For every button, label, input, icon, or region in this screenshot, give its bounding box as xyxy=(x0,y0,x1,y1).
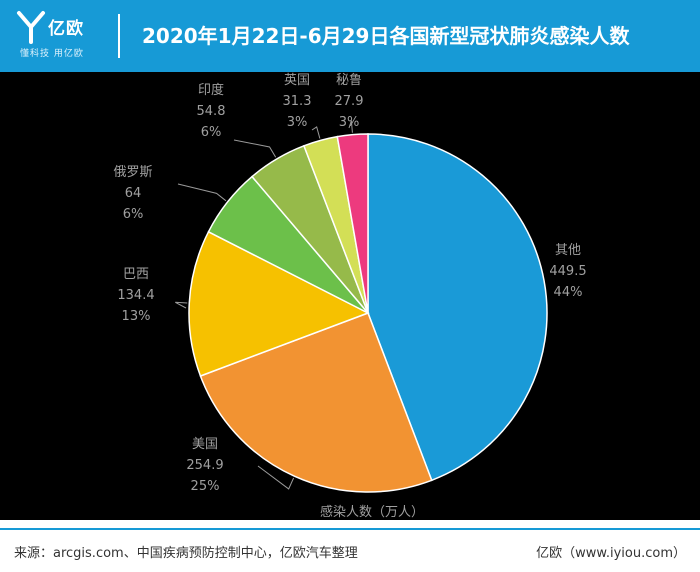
slice-percent-5: 3% xyxy=(287,115,308,130)
slice-value-2: 134.4 xyxy=(117,288,154,303)
leader-line-5 xyxy=(311,126,321,139)
slice-label-3: 俄罗斯 xyxy=(113,165,152,180)
leader-line-6 xyxy=(348,120,353,133)
source-note: 来源：arcgis.com、中国疾病预防控制中心，亿欧汽车整理 xyxy=(14,546,358,561)
slice-label-0: 其他 xyxy=(555,243,581,258)
slice-percent-4: 6% xyxy=(201,125,222,140)
pie-slice-0 xyxy=(367,133,548,482)
header-bar: 亿欧 懂科技 用亿欧 2020年1月22日-6月29日各国新型冠状肺炎感染人数 xyxy=(0,0,700,72)
slice-percent-0: 44% xyxy=(554,285,583,300)
series-label: 感染人数（万人） xyxy=(320,504,424,520)
pie-chart-area: 其他 449.5 44% 美国 254.9 25% 巴西 134.4 13% 俄罗斯 64 6% 印度 5… xyxy=(0,72,700,520)
slice-value-3: 64 xyxy=(125,186,142,201)
pie-slice-2 xyxy=(188,230,370,377)
slice-label-6: 秘鲁 xyxy=(336,73,362,88)
slice-label-4: 印度 xyxy=(198,82,224,98)
slice-value-6: 27.9 xyxy=(335,94,364,109)
slice-percent-2: 13% xyxy=(122,309,151,324)
slice-label-1: 美国 xyxy=(192,437,218,452)
chart-title: 2020年1月22日-6月29日各国新型冠状肺炎感染人数 xyxy=(142,24,630,48)
slice-percent-1: 25% xyxy=(191,479,220,494)
leader-line-3 xyxy=(177,183,227,202)
header-divider xyxy=(118,14,120,58)
leader-line-4 xyxy=(233,139,277,158)
logo-slogan: 懂科技 用亿欧 xyxy=(20,49,84,59)
leader-line-2 xyxy=(175,301,188,309)
pie-slice-1 xyxy=(199,312,433,493)
logo: 亿欧 懂科技 用亿欧 xyxy=(14,8,98,64)
logo-y-icon xyxy=(17,11,45,44)
slice-percent-6: 3% xyxy=(339,115,360,130)
slice-label-2: 巴西 xyxy=(123,267,149,282)
slice-value-0: 449.5 xyxy=(549,264,586,279)
credit-note: 亿欧（www.iyiou.com） xyxy=(536,546,686,561)
footer: 来源：arcgis.com、中国疾病预防控制中心，亿欧汽车整理 亿欧（www.i… xyxy=(0,528,700,572)
logo-text: 亿欧 xyxy=(48,19,84,39)
slice-value-5: 31.3 xyxy=(283,94,312,109)
slice-value-4: 54.8 xyxy=(197,104,226,119)
slice-value-1: 254.9 xyxy=(186,458,223,473)
pie-slice-6 xyxy=(336,133,369,314)
slice-label-5: 英国 xyxy=(284,73,310,88)
slice-percent-3: 6% xyxy=(123,207,144,222)
footer-rule xyxy=(0,528,700,530)
leader-line-1 xyxy=(257,465,295,490)
pie-chart: 其他 449.5 44% 美国 254.9 25% 巴西 134.4 13% 俄罗斯 64 6% 印度 5… xyxy=(113,73,586,520)
